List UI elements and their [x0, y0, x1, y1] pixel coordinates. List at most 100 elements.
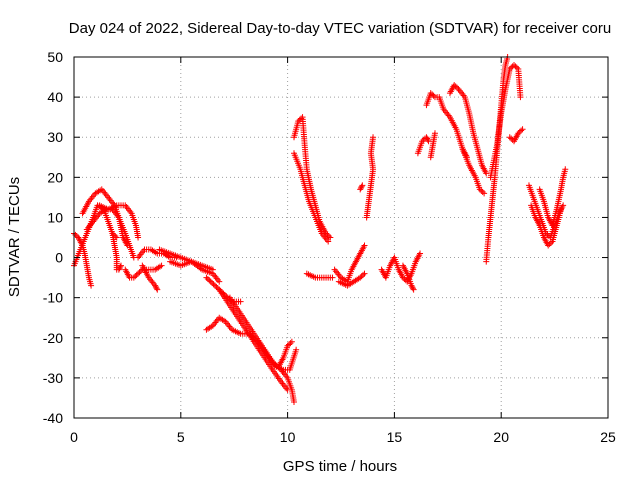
- data-point: [203, 274, 210, 281]
- data-point: [211, 282, 218, 289]
- data-point: [517, 94, 524, 101]
- y-tick-label: -10: [43, 290, 63, 306]
- data-point: [479, 189, 486, 196]
- data-point: [329, 274, 336, 281]
- data-point: [429, 91, 436, 98]
- x-tick-label: 15: [387, 429, 403, 445]
- data-point: [357, 186, 364, 193]
- series-arc-26: [414, 134, 432, 157]
- data-point: [204, 275, 211, 282]
- data-point: [115, 266, 122, 273]
- data-point: [216, 278, 223, 285]
- data-point: [408, 282, 415, 289]
- data-point: [417, 250, 424, 257]
- data-point: [250, 334, 257, 341]
- series-arc-09: [139, 262, 161, 293]
- data-point: [431, 130, 438, 137]
- data-point: [370, 134, 377, 141]
- tick-layer: 0 5 10 15 20 25 -40 -30 -20 -10 0 10 20 30 40 50: [43, 49, 616, 445]
- data-point: [130, 274, 137, 281]
- data-point: [452, 83, 459, 90]
- y-tick-label: 10: [47, 209, 63, 225]
- data-point: [291, 398, 298, 405]
- series-arc-25: [399, 262, 417, 293]
- y-tick-label: -40: [43, 410, 63, 426]
- data-point: [511, 62, 518, 69]
- data-point: [508, 135, 515, 142]
- data-point: [419, 138, 426, 145]
- data-point: [515, 130, 522, 137]
- data-point: [409, 285, 416, 292]
- data-point: [424, 136, 431, 143]
- y-tick-label: 0: [55, 250, 63, 266]
- data-point: [508, 64, 515, 71]
- data-point: [206, 277, 213, 284]
- data-point: [158, 262, 165, 269]
- data-point: [117, 263, 124, 270]
- series-arc-10: [156, 246, 216, 273]
- data-point: [454, 84, 461, 91]
- y-tick-label: 50: [47, 49, 63, 65]
- y-axis-label: SDTVAR / TECUs: [6, 177, 23, 297]
- data-point: [401, 275, 408, 282]
- data-point: [209, 279, 216, 286]
- x-tick-label: 25: [600, 429, 616, 445]
- data-point: [518, 127, 525, 134]
- data-point: [427, 90, 434, 97]
- series-layer: [71, 54, 569, 405]
- data-point: [132, 273, 139, 280]
- series-arc-23: [363, 134, 377, 221]
- data-point: [358, 273, 365, 280]
- x-tick-label: 0: [70, 429, 78, 445]
- series-arc-22: [357, 182, 366, 193]
- data-point: [237, 298, 244, 305]
- data-point: [476, 186, 483, 193]
- data-point: [153, 285, 160, 292]
- x-axis-label: GPS time / hours: [283, 458, 397, 475]
- data-point: [88, 282, 95, 289]
- data-point: [430, 92, 437, 99]
- series-arc-04: [83, 206, 137, 261]
- series-arc-36: [536, 166, 569, 229]
- x-tick-label: 10: [280, 429, 296, 445]
- data-point: [548, 239, 555, 246]
- data-point: [136, 269, 143, 276]
- data-point: [287, 340, 294, 347]
- series-arc-15: [203, 314, 300, 373]
- series-arc-18: [291, 150, 332, 245]
- data-point: [359, 182, 366, 189]
- data-point: [409, 283, 416, 290]
- data-point: [116, 265, 123, 272]
- data-point: [210, 281, 217, 288]
- y-tick-label: -20: [43, 330, 63, 346]
- data-point: [544, 231, 551, 238]
- data-point: [516, 128, 523, 135]
- data-point: [72, 231, 79, 238]
- series-arc-27: [427, 130, 438, 161]
- data-point: [423, 134, 430, 141]
- series-arc-07: [122, 262, 165, 281]
- y-tick-label: 40: [47, 89, 63, 105]
- grid-layer: [74, 57, 608, 418]
- data-point: [249, 333, 255, 340]
- data-point: [519, 126, 526, 133]
- data-point: [246, 330, 253, 337]
- y-tick-label: 20: [47, 169, 63, 185]
- series-arc-19: [303, 270, 336, 281]
- series-arc-33: [506, 126, 526, 145]
- y-tick-label: 30: [47, 129, 63, 145]
- data-point: [361, 270, 368, 277]
- series-arc-30: [459, 146, 488, 197]
- series-arc-06: [109, 230, 124, 273]
- data-point: [135, 234, 142, 241]
- data-point: [251, 336, 258, 343]
- x-tick-label: 20: [493, 429, 509, 445]
- data-point: [207, 278, 214, 285]
- data-point: [506, 134, 513, 141]
- data-point: [133, 271, 140, 278]
- data-point: [253, 337, 260, 344]
- series-arc-21: [335, 270, 368, 289]
- series-arc-08: [135, 246, 180, 261]
- chart-title: Day 024 of 2022, Sidereal Day-to-day VTE…: [69, 20, 611, 37]
